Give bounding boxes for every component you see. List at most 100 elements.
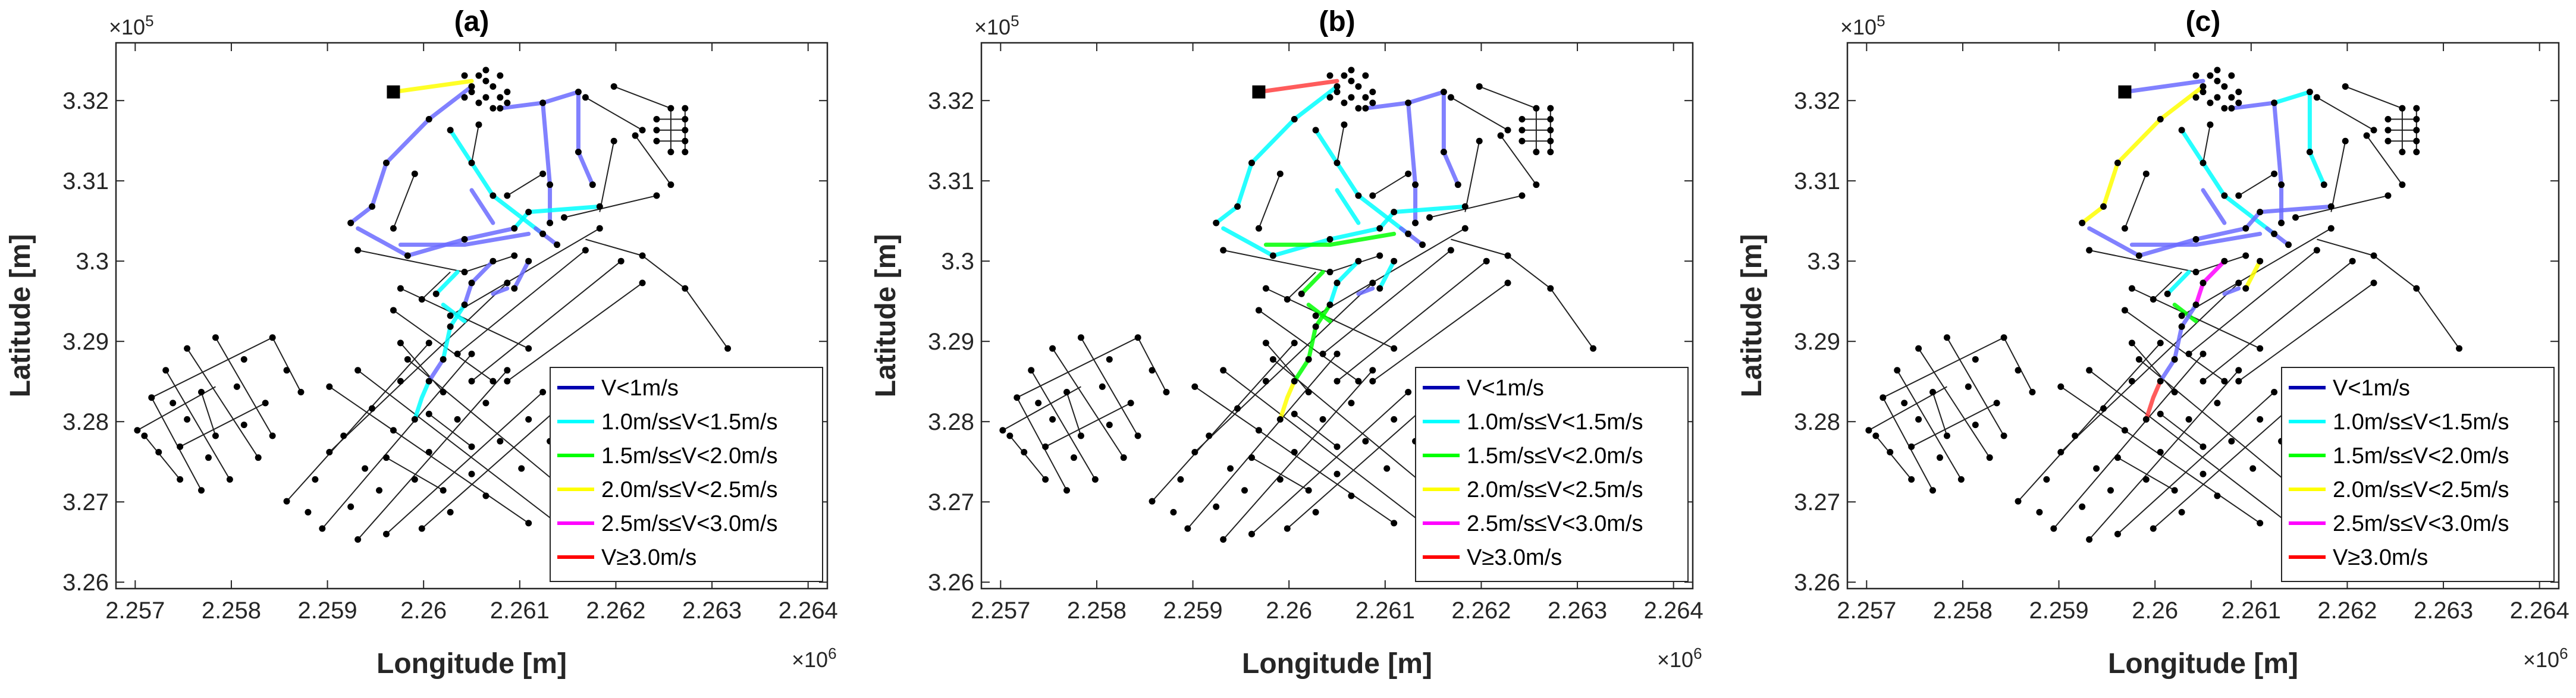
network-node <box>1412 181 1419 188</box>
network-node <box>1255 427 1262 434</box>
network-node <box>1369 192 1376 199</box>
network-node <box>411 476 418 483</box>
network-node <box>390 427 397 434</box>
network-node <box>610 83 617 90</box>
network-node <box>682 285 689 292</box>
network-node <box>1348 400 1355 407</box>
network-node <box>382 454 390 461</box>
network-node <box>1936 454 1943 461</box>
panel-title: (b) <box>1319 6 1355 37</box>
x-tick-label: 2.262 <box>2317 598 2377 624</box>
network-node <box>682 149 689 156</box>
network-node <box>1533 105 1540 112</box>
network-node <box>2306 89 2313 96</box>
network-edge <box>2160 413 2204 448</box>
velocity-pipe <box>512 259 531 291</box>
network-node <box>1533 181 1540 188</box>
network-node <box>255 454 262 461</box>
network-node <box>1312 323 1319 330</box>
network-edge <box>1451 238 1508 256</box>
network-node <box>1547 116 1554 123</box>
velocity-pipe <box>469 188 495 225</box>
velocity-pipe <box>534 226 560 247</box>
network-node <box>1269 252 1276 259</box>
network-node <box>184 416 191 423</box>
network-node <box>240 422 247 429</box>
network-node <box>354 247 362 254</box>
network-node <box>1206 432 1213 439</box>
network-node <box>539 170 547 177</box>
network-node <box>1063 389 1071 396</box>
network-node <box>2029 389 2036 396</box>
network-node <box>2214 77 2221 84</box>
y-axis-multiplier: ×105 <box>109 12 154 39</box>
network-node <box>1957 476 1965 483</box>
x-tick-label: 2.259 <box>298 598 357 624</box>
network-node <box>2086 367 2093 374</box>
network-node <box>1049 416 1056 423</box>
network-node <box>1312 508 1319 515</box>
network-edge <box>2295 195 2389 218</box>
network-node <box>1943 432 1950 439</box>
network-node <box>2413 137 2420 144</box>
network-node <box>1355 257 1362 265</box>
network-node <box>418 525 425 532</box>
network-node <box>1518 116 1526 123</box>
pipe-network <box>134 67 732 549</box>
network-edge <box>150 397 202 491</box>
network-node <box>1099 383 1106 390</box>
network-node <box>1334 279 1341 287</box>
x-tick-label: 2.262 <box>1451 598 1511 624</box>
network-node <box>1170 508 1177 515</box>
network-node <box>382 530 390 537</box>
network-node <box>226 476 233 483</box>
network-node <box>2157 339 2164 347</box>
network-node <box>1334 83 1341 90</box>
network-node <box>2178 127 2185 134</box>
network-node <box>1533 149 1540 156</box>
y-axis-label: Latitude [m] <box>870 234 902 398</box>
network-node <box>504 99 511 106</box>
network-node <box>490 192 497 199</box>
network-edge <box>2238 173 2275 196</box>
network-node <box>504 378 511 385</box>
network-node <box>1355 105 1362 112</box>
y-tick-label: 3.32 <box>62 88 109 114</box>
network-node <box>468 159 475 166</box>
network-edge <box>357 249 465 273</box>
network-node <box>347 503 354 510</box>
network-node <box>354 367 362 374</box>
network-edge <box>357 370 586 546</box>
network-node <box>2135 356 2142 363</box>
network-node <box>1504 127 1511 134</box>
velocity-pipe <box>2129 231 2263 247</box>
network-node <box>1291 116 1298 123</box>
network-node <box>547 181 554 188</box>
network-node <box>1547 127 1554 134</box>
network-edge <box>2316 96 2374 131</box>
network-node <box>1405 99 1412 106</box>
network-node <box>539 230 547 237</box>
network-node <box>1391 345 1398 352</box>
network-node <box>1077 432 1084 439</box>
legend-label: 1.5m/s≤V<2.0m/s <box>601 444 777 469</box>
source-reservoir-marker <box>2118 85 2132 99</box>
network-node <box>1405 230 1412 237</box>
network-node <box>497 72 504 79</box>
network-node <box>1284 525 1291 532</box>
x-tick-label: 2.261 <box>2222 598 2281 624</box>
legend-label: 2.0m/s≤V<2.5m/s <box>2333 477 2509 502</box>
y-tick-label: 3.28 <box>1794 409 1840 435</box>
network-edge <box>2003 337 2033 392</box>
network-node <box>461 235 468 243</box>
network-node <box>2306 149 2313 156</box>
legend-label: 2.5m/s≤V<3.0m/s <box>2333 511 2509 536</box>
network-node <box>1191 383 1198 390</box>
network-node <box>582 247 589 254</box>
network-node <box>2114 530 2121 537</box>
network-node <box>511 225 518 232</box>
network-node <box>1476 137 1483 144</box>
network-node <box>1149 367 1156 374</box>
network-node <box>1262 285 1269 292</box>
network-edge <box>2415 288 2460 349</box>
